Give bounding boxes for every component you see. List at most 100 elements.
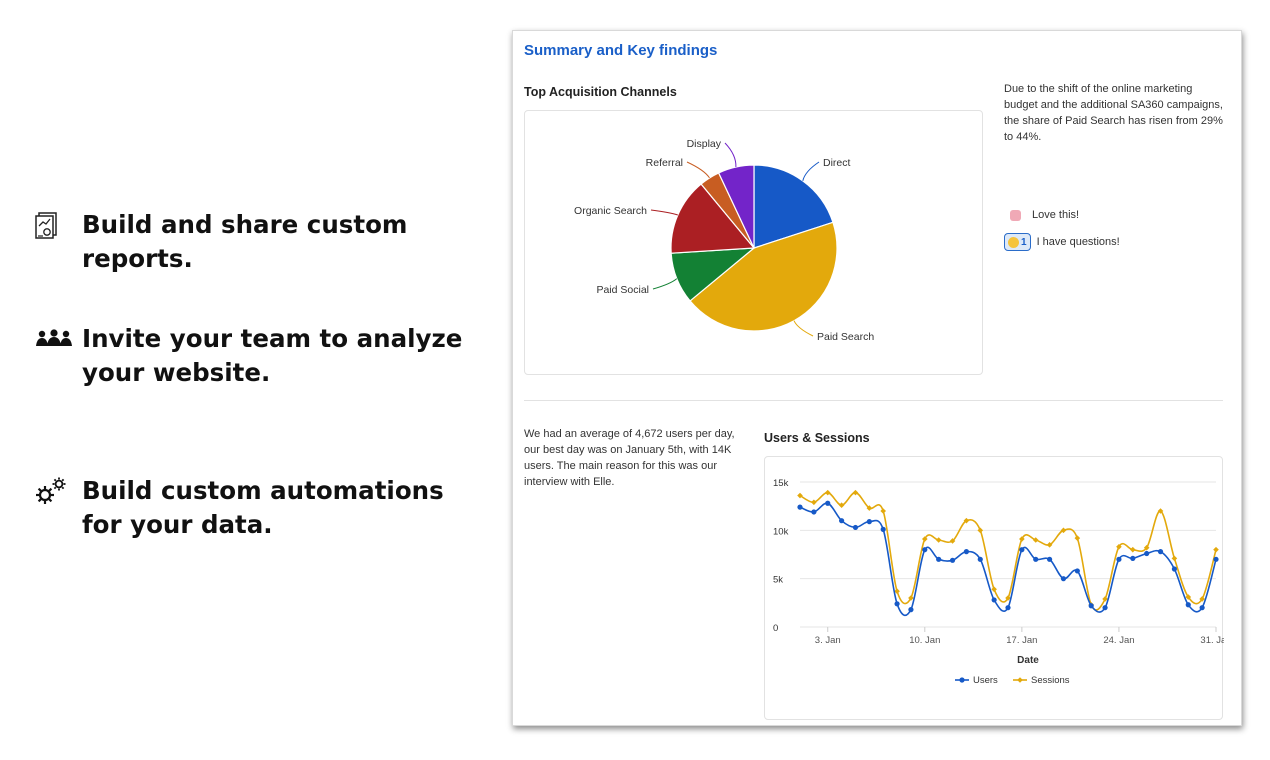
point-sessions[interactable]: [922, 536, 928, 542]
reaction-questions[interactable]: 1 I have questions!: [1004, 233, 1120, 251]
acquisition-title: Top Acquisition Channels: [524, 85, 677, 99]
point-users[interactable]: [908, 607, 914, 613]
reaction-love[interactable]: Love this!: [1004, 206, 1079, 224]
point-users[interactable]: [1144, 550, 1150, 557]
point-users[interactable]: [825, 500, 831, 506]
reaction-label: I have questions!: [1036, 236, 1120, 248]
point-sessions[interactable]: [963, 517, 970, 524]
thinking-face-icon: [1008, 236, 1019, 248]
point-sessions[interactable]: [811, 499, 817, 506]
point-sessions[interactable]: [1143, 544, 1150, 551]
report-icon: [30, 208, 82, 242]
point-users[interactable]: [797, 504, 803, 510]
x-axis-label: Date: [1017, 655, 1039, 666]
pie-connector: [724, 142, 737, 168]
point-users[interactable]: [839, 518, 845, 524]
legend-label-users[interactable]: Users: [973, 675, 998, 686]
pie-slice-organic-search[interactable]: [670, 183, 756, 254]
x-tick-label: 24. Jan: [1103, 635, 1134, 646]
x-tick-label: 10. Jan: [909, 635, 940, 646]
point-users[interactable]: [880, 526, 886, 532]
feature-text: Invite your team to analyze your website…: [82, 324, 463, 387]
legend-label-sessions[interactable]: Sessions: [1031, 675, 1070, 686]
point-sessions[interactable]: [824, 489, 831, 496]
point-sessions[interactable]: [1199, 596, 1205, 602]
point-users[interactable]: [1005, 605, 1011, 611]
point-sessions[interactable]: [1157, 508, 1164, 514]
point-sessions[interactable]: [1213, 546, 1219, 553]
reaction-love-button[interactable]: [1004, 206, 1026, 224]
point-users[interactable]: [1088, 603, 1094, 609]
pie-label: Direct: [823, 157, 851, 169]
point-sessions[interactable]: [1116, 543, 1122, 550]
pie-label: Display: [687, 138, 722, 150]
report-card: Summary and Key findings Top Acquisition…: [512, 30, 1242, 726]
section-divider: [524, 400, 1223, 401]
point-users[interactable]: [1102, 605, 1108, 611]
point-users[interactable]: [922, 547, 928, 553]
point-sessions[interactable]: [1060, 527, 1067, 534]
reaction-count: 1: [1021, 236, 1027, 248]
point-sessions[interactable]: [1185, 594, 1192, 600]
users-sessions-title: Users & Sessions: [764, 431, 870, 445]
pie-connector: [793, 320, 814, 337]
point-users[interactable]: [1033, 556, 1039, 562]
point-users[interactable]: [1213, 556, 1219, 562]
point-users[interactable]: [991, 597, 997, 603]
y-tick-label: 0: [773, 623, 778, 634]
point-sessions[interactable]: [852, 489, 859, 496]
pie-slice-paid-search[interactable]: [689, 221, 838, 332]
point-sessions[interactable]: [866, 505, 873, 511]
point-sessions[interactable]: [1019, 536, 1025, 542]
legend-marker-sessions: [1017, 677, 1023, 683]
pie-connector: [652, 278, 678, 290]
point-users[interactable]: [894, 601, 900, 607]
point-users[interactable]: [1047, 556, 1053, 562]
point-sessions[interactable]: [908, 595, 914, 601]
y-tick-label: 5k: [773, 575, 783, 586]
point-sessions[interactable]: [1074, 535, 1081, 541]
team-icon: [30, 322, 82, 356]
point-users[interactable]: [977, 556, 983, 562]
pie-label: Paid Social: [596, 284, 649, 296]
feature-custom-reports: Build and share custom reports.: [30, 208, 482, 276]
point-users[interactable]: [1157, 549, 1164, 555]
point-users[interactable]: [1130, 555, 1136, 561]
point-users[interactable]: [949, 557, 956, 563]
point-users[interactable]: [1171, 566, 1177, 572]
x-tick-label: 31. Jan: [1200, 635, 1224, 646]
point-users[interactable]: [811, 509, 817, 515]
x-tick-label: 17. Jan: [1006, 635, 1037, 646]
pie-label: Referral: [646, 157, 683, 169]
point-sessions[interactable]: [880, 508, 886, 514]
point-users[interactable]: [1019, 547, 1025, 553]
point-sessions[interactable]: [991, 586, 997, 593]
point-users[interactable]: [1060, 576, 1067, 582]
feature-invite-team: Invite your team to analyze your website…: [30, 322, 502, 390]
point-sessions[interactable]: [1171, 555, 1178, 562]
point-users[interactable]: [1074, 568, 1080, 574]
point-sessions[interactable]: [1130, 546, 1136, 553]
point-users[interactable]: [866, 519, 872, 525]
point-users[interactable]: [1199, 605, 1205, 611]
pie-connector: [650, 209, 678, 216]
pie-chart: Direct Paid Search Paid Social Organic Sear…: [574, 138, 874, 343]
point-sessions[interactable]: [1046, 542, 1053, 548]
reaction-questions-button[interactable]: 1: [1004, 233, 1031, 251]
feature-text: Build and share custom reports.: [82, 210, 408, 273]
point-sessions[interactable]: [838, 502, 845, 508]
point-sessions[interactable]: [977, 527, 984, 534]
reaction-label: Love this!: [1032, 209, 1080, 221]
point-sessions[interactable]: [894, 588, 900, 595]
point-users[interactable]: [852, 524, 859, 531]
pie-label: Organic Search: [574, 205, 647, 217]
point-users[interactable]: [963, 549, 969, 555]
point-users[interactable]: [1116, 556, 1122, 562]
pie-slice-display[interactable]: [717, 164, 755, 249]
feature-text: Build custom automations for your data.: [82, 476, 444, 539]
point-sessions[interactable]: [1032, 537, 1039, 543]
point-users[interactable]: [936, 556, 942, 562]
report-title: Summary and Key findings: [524, 42, 718, 59]
point-users[interactable]: [1185, 602, 1191, 608]
point-sessions[interactable]: [935, 537, 942, 543]
